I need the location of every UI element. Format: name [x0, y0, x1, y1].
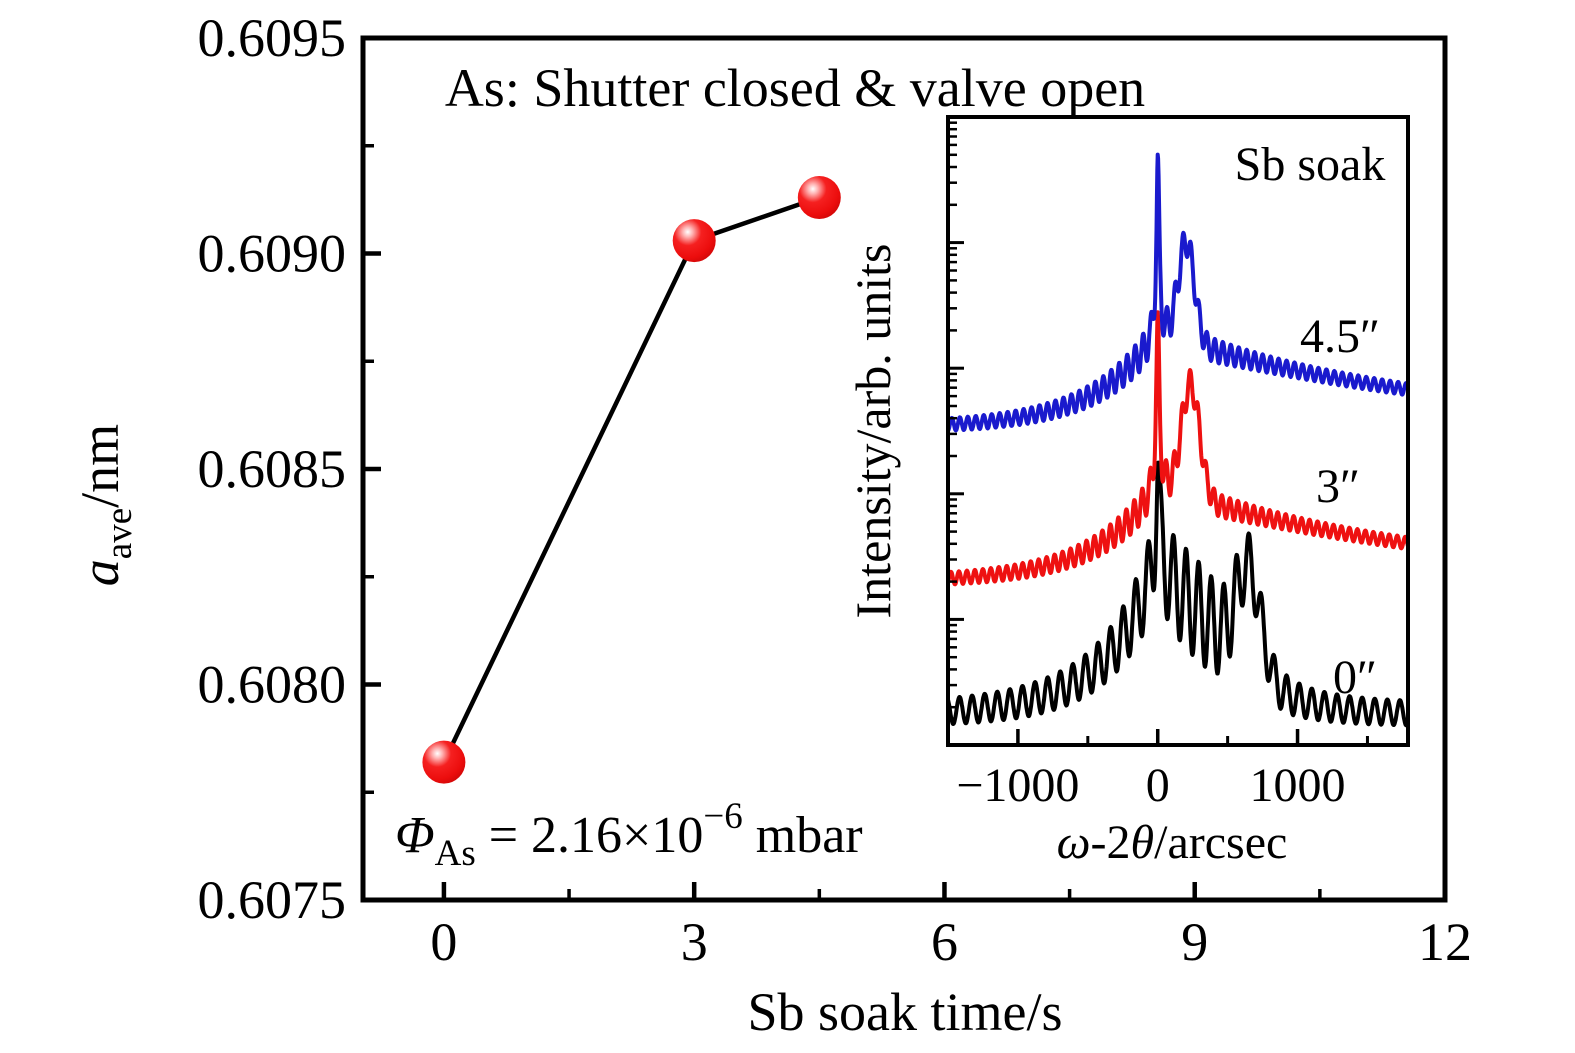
- y-tick-label: 0.6095: [198, 8, 347, 68]
- main-plot-frame: [360, 35, 1448, 903]
- xrd-curve-3: [948, 310, 1408, 587]
- theta-symbol: θ: [1131, 816, 1155, 869]
- xrd-curve-0: [948, 460, 1408, 728]
- curve-label-3: 3″: [1316, 460, 1360, 513]
- x-tick-label: 0: [430, 912, 457, 972]
- inset-x-tick-label: 0: [1146, 759, 1170, 812]
- annotation-unit: mbar: [743, 807, 863, 864]
- inset-curves: [948, 152, 1408, 728]
- scatter-series: [422, 176, 841, 784]
- data-point-marker: [797, 176, 841, 219]
- ylabel-subscript: ave: [99, 508, 140, 559]
- annotation-value: = 2.16×10: [476, 807, 704, 864]
- main-axis-ticks: [365, 35, 1448, 903]
- data-point-marker: [672, 219, 716, 263]
- xlabel-unit: /arcsec: [1154, 816, 1287, 869]
- main-ylabel: aave/nm: [70, 424, 140, 586]
- data-line: [441, 195, 821, 764]
- inset-axis-ticks: [950, 115, 1369, 747]
- x-tick-label: 12: [1418, 912, 1472, 972]
- main-tick-labels: 0.6095 0.6090 0.6085 0.6080 0.6075 0 3 6 9 12: [198, 8, 1473, 972]
- curve-label-0: 0″: [1333, 651, 1377, 704]
- inset-xlabel: ω-2θ/arcsec: [1057, 816, 1288, 869]
- xrd-curve-4.5: [948, 152, 1408, 433]
- x-tick-label: 9: [1181, 912, 1208, 972]
- xlabel-mid: -2: [1091, 816, 1131, 869]
- phi-symbol: Φ: [395, 807, 435, 864]
- ylabel-unit: /nm: [70, 424, 130, 508]
- flux-annotation: ΦAs = 2.16×10−6 mbar: [395, 796, 863, 874]
- plot-title: As: Shutter closed & valve open: [445, 58, 1145, 118]
- x-tick-label: 6: [931, 912, 958, 972]
- inset-x-tick-label: −1000: [956, 759, 1079, 812]
- omega-symbol: ω: [1057, 816, 1091, 869]
- annotation-exponent: −6: [703, 796, 742, 837]
- curve-label-4p5: 4.5″: [1300, 310, 1380, 363]
- phi-subscript: As: [435, 833, 476, 874]
- inset-ylabel: Intensity/arb. units: [845, 244, 901, 619]
- inset-legend-title: Sb soak: [1235, 138, 1386, 191]
- y-tick-label: 0.6075: [198, 870, 347, 930]
- inset-tick-labels: −1000 0 1000: [956, 759, 1345, 812]
- main-xlabel: Sb soak time/s: [747, 982, 1062, 1042]
- ylabel-var: a: [70, 559, 130, 586]
- inset-frame: [946, 115, 1410, 747]
- x-tick-label: 3: [681, 912, 708, 972]
- y-tick-label: 0.6080: [198, 655, 347, 715]
- y-tick-label: 0.6085: [198, 439, 347, 499]
- data-point-marker: [422, 740, 466, 784]
- inset-x-tick-label: 1000: [1250, 759, 1346, 812]
- y-tick-label: 0.6090: [198, 224, 347, 284]
